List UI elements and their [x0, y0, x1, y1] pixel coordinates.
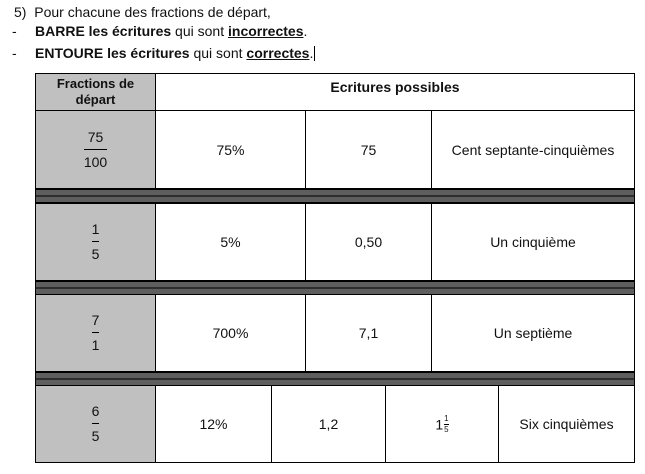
instruction-strong: BARRE les écritures: [35, 23, 172, 39]
numerator: 6: [91, 403, 100, 419]
option-cell[interactable]: Un septième: [431, 294, 635, 372]
instruction-end: .: [309, 45, 314, 61]
denominator: 5: [444, 424, 449, 434]
denominator: 1: [91, 337, 100, 353]
text-cursor: [314, 46, 316, 61]
fraction-bar: [91, 332, 100, 333]
fraction-cell: 7 1: [35, 294, 156, 372]
header-fractions: Fractions de départ: [35, 73, 156, 111]
option-text: 700%: [212, 325, 249, 341]
header-ecritures-label: Ecritures possibles: [330, 79, 460, 95]
option-cell[interactable]: 0,50: [305, 203, 432, 281]
fraction: 7 1: [91, 312, 100, 354]
mixed-number: 1 1 5: [435, 413, 449, 434]
mixed-whole: 1: [435, 416, 444, 432]
fraction: 75 100: [83, 128, 108, 171]
numerator: 75: [87, 128, 104, 145]
option-cell[interactable]: 700%: [155, 294, 306, 372]
instruction-line-3: - ENTOURE les écritures qui sont correct…: [12, 44, 316, 62]
numerator: 1: [91, 221, 100, 237]
option-text: Six cinquièmes: [519, 416, 614, 432]
fraction: 1 5: [91, 221, 100, 263]
instruction-line-1: 5) Pour chacune des fractions de départ,: [14, 3, 271, 21]
option-cell[interactable]: Un cinquième: [431, 203, 635, 281]
instruction-text: Pour chacune des fractions de départ,: [34, 4, 271, 20]
fraction-bar: [91, 241, 100, 242]
numerator: 7: [91, 312, 100, 328]
option-text: Un septième: [493, 325, 573, 341]
option-text: 75: [360, 141, 377, 158]
option-text: 1,2: [318, 416, 339, 432]
option-cell[interactable]: 1 1 5: [385, 385, 499, 463]
instruction-strong: ENTOURE les écritures: [35, 45, 190, 61]
option-cell[interactable]: 7,1: [305, 294, 432, 372]
denominator: 100: [83, 153, 108, 170]
option-text: 5%: [220, 234, 241, 250]
fraction-bar: [83, 148, 108, 150]
instruction-end: .: [303, 23, 308, 39]
row-separator: [35, 372, 635, 386]
header-fractions-label: Fractions de départ: [56, 76, 135, 107]
question-number: 5): [14, 4, 27, 20]
option-cell[interactable]: 12%: [155, 385, 272, 463]
keyword-correctes: correctes: [246, 45, 310, 61]
denominator: 5: [91, 428, 100, 444]
fraction-bar: [444, 423, 449, 425]
option-cell[interactable]: 75: [305, 110, 432, 189]
instruction-mid: qui sont: [189, 45, 247, 61]
instruction-line-2: - BARRE les écritures qui sont incorrect…: [12, 22, 307, 40]
option-text: 7,1: [358, 325, 379, 341]
option-text: 12%: [199, 416, 228, 432]
row-separator: [35, 189, 635, 203]
option-cell[interactable]: 5%: [155, 203, 306, 281]
option-cell[interactable]: 1,2: [271, 385, 386, 463]
option-cell[interactable]: Cent septante-cinquièmes: [431, 110, 635, 189]
header-ecritures: Ecritures possibles: [155, 73, 635, 111]
row-separator: [35, 281, 635, 295]
option-cell[interactable]: Six cinquièmes: [498, 385, 635, 463]
bullet-dash: -: [12, 23, 17, 39]
option-text: 0,50: [354, 234, 383, 250]
option-cell[interactable]: 75%: [155, 110, 306, 189]
fraction-cell: 1 5: [35, 203, 156, 281]
bullet-dash: -: [12, 45, 17, 61]
instruction-mid: qui sont: [171, 23, 228, 39]
fraction: 6 5: [91, 403, 100, 445]
fraction-bar: [91, 423, 100, 424]
fraction-cell: 75 100: [35, 110, 156, 189]
option-text: 75%: [216, 141, 245, 158]
fraction-cell: 6 5: [35, 385, 156, 463]
keyword-incorrectes: incorrectes: [228, 23, 304, 39]
denominator: 5: [91, 246, 100, 262]
option-text: Cent septante-cinquièmes: [451, 141, 615, 158]
mixed-fraction: 1 5: [444, 413, 449, 434]
numerator: 1: [444, 413, 449, 423]
option-text: Un cinquième: [490, 234, 576, 250]
